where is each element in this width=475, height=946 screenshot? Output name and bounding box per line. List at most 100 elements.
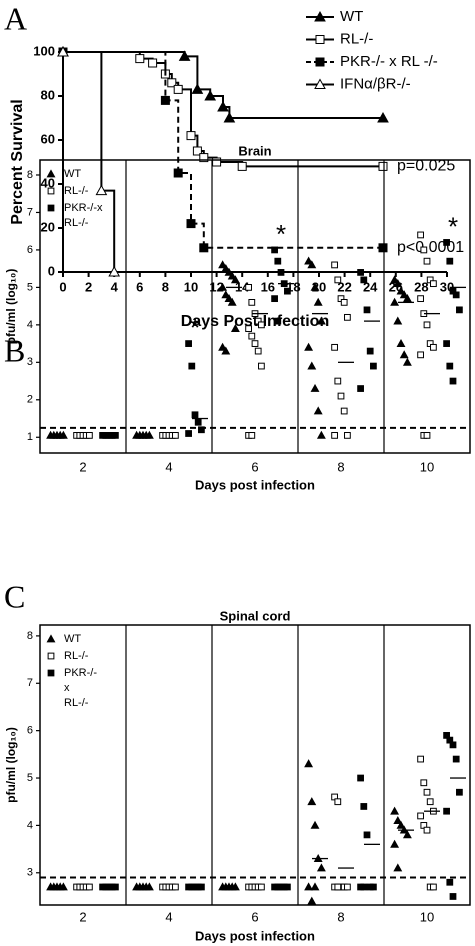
marker <box>390 806 400 815</box>
marker <box>402 357 412 366</box>
marker <box>310 282 320 291</box>
marker <box>199 153 209 163</box>
y-tick-label: 5 <box>27 772 33 784</box>
marker <box>304 882 314 891</box>
marker <box>191 83 204 94</box>
panel-letter: A <box>4 0 27 36</box>
legend-label: WT <box>64 168 81 180</box>
legend-label: PKR-/- x RL -/- <box>340 53 438 70</box>
marker <box>274 317 282 325</box>
legend-marker <box>47 187 55 195</box>
panel-letter: C <box>4 578 25 614</box>
marker <box>245 325 252 332</box>
marker <box>420 779 428 787</box>
marker <box>402 830 412 839</box>
marker <box>144 430 154 439</box>
legend-marker <box>46 634 56 643</box>
x-tick-label: 16 <box>261 279 275 294</box>
marker <box>218 282 228 291</box>
marker <box>340 407 348 415</box>
marker <box>198 426 205 434</box>
marker <box>307 260 317 269</box>
marker <box>334 377 342 385</box>
marker <box>112 883 119 891</box>
legend-label: RL-/- <box>340 30 373 47</box>
marker <box>334 798 342 806</box>
marker <box>334 883 342 891</box>
y-axis-label: pfu/ml (log₁₀) <box>4 269 18 345</box>
y-tick-label: 8 <box>27 630 33 642</box>
marker <box>95 184 108 196</box>
marker <box>148 58 158 68</box>
marker <box>370 362 377 370</box>
x-tick-label: 4 <box>165 909 172 924</box>
x-tick-label: 28 <box>414 279 428 294</box>
y-tick-label: 7 <box>27 677 33 689</box>
marker <box>173 84 183 94</box>
marker <box>199 243 209 253</box>
marker <box>310 882 320 891</box>
marker <box>237 161 247 171</box>
legend-label: WT <box>64 633 81 645</box>
x-tick-label: 0 <box>59 279 66 294</box>
marker <box>57 45 69 57</box>
marker <box>167 78 177 88</box>
marker <box>307 797 317 806</box>
y-tick-label: 6 <box>27 725 33 737</box>
legend-label: PKR-/-x RL-/- <box>64 202 103 229</box>
marker <box>417 295 424 303</box>
marker <box>160 95 170 105</box>
marker <box>277 269 285 276</box>
legend-label: PKR-/-x RL-/- <box>64 667 97 709</box>
marker <box>172 883 179 891</box>
marker <box>423 257 431 265</box>
marker <box>446 878 454 886</box>
y-tick-label: 1 <box>27 431 33 443</box>
significance-mark: * <box>276 219 286 249</box>
marker <box>430 280 437 288</box>
marker <box>204 89 217 101</box>
y-tick-label: 8 <box>27 169 33 181</box>
marker <box>258 321 265 329</box>
x-axis-label: Days post infection <box>195 928 315 943</box>
marker <box>393 816 403 825</box>
x-axis-label: Days post infection <box>195 477 315 492</box>
y-tick-label: 3 <box>27 356 33 368</box>
marker <box>357 385 364 392</box>
y-tick-label: 4 <box>27 819 33 831</box>
marker <box>417 351 424 359</box>
marker <box>194 418 202 426</box>
marker <box>443 807 450 815</box>
marker <box>186 131 196 141</box>
marker <box>399 290 409 299</box>
marker <box>378 243 388 253</box>
marker <box>316 430 326 439</box>
panel-title: Spinal cord <box>220 608 291 623</box>
marker <box>178 50 191 61</box>
x-tick-label: 8 <box>337 909 344 924</box>
marker <box>316 863 326 872</box>
marker <box>310 820 320 829</box>
y-tick-label: 6 <box>27 244 33 256</box>
marker <box>304 342 314 351</box>
x-tick-label: 8 <box>337 459 344 474</box>
panel-letter: B <box>4 332 25 368</box>
marker <box>378 161 388 171</box>
marker <box>360 883 368 891</box>
plot-frame <box>39 624 471 906</box>
marker <box>217 100 229 112</box>
y-tick-label: 4 <box>27 319 33 331</box>
marker <box>393 863 403 872</box>
y-tick-label: 20 <box>41 219 55 234</box>
x-tick-label: 8 <box>162 279 169 294</box>
marker <box>86 883 93 891</box>
marker <box>304 759 314 768</box>
y-tick-label: 3 <box>27 867 33 879</box>
marker <box>248 298 256 306</box>
marker <box>112 432 119 439</box>
x-tick-label: 4 <box>165 459 172 474</box>
marker <box>430 883 437 891</box>
marker <box>227 297 237 306</box>
marker <box>370 883 377 891</box>
